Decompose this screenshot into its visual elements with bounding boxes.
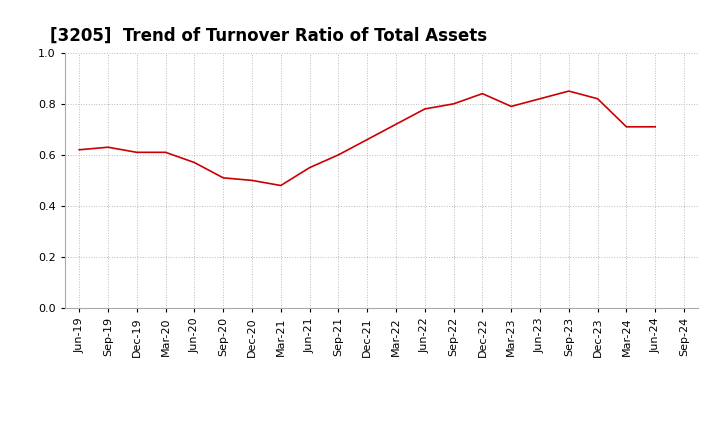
Text: [3205]  Trend of Turnover Ratio of Total Assets: [3205] Trend of Turnover Ratio of Total …	[50, 26, 487, 44]
